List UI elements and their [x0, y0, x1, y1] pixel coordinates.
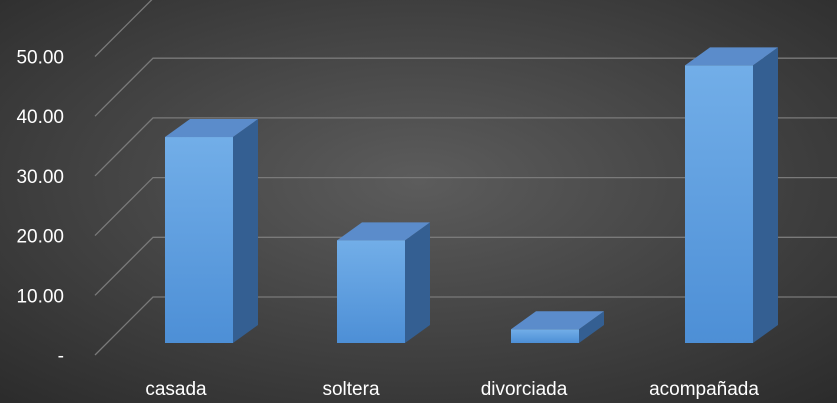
bar-acompañada: [685, 47, 778, 344]
y-axis-ticks: - 10.00 20.00 30.00 40.00 50.00: [16, 48, 64, 368]
gridline: [94, 236, 837, 296]
gridline: [94, 0, 153, 57]
gridline: [94, 176, 837, 237]
bar-front: [685, 65, 753, 344]
bar-soltera: [337, 222, 430, 343]
y-tick-label: -: [58, 346, 64, 367]
bar-side: [753, 47, 778, 344]
x-category-label: casada: [145, 379, 207, 400]
bar-front: [165, 137, 233, 343]
y-tick-label: 20.00: [16, 227, 64, 248]
y-tick-label: 10.00: [16, 286, 64, 307]
bar-side: [579, 311, 604, 343]
bar-casada: [165, 119, 258, 343]
bar-top: [337, 222, 430, 241]
gridline: [94, 117, 837, 177]
y-tick-label: 40.00: [16, 107, 64, 128]
bar-top: [511, 311, 604, 330]
gridline: [94, 296, 837, 356]
y-tick-label: 30.00: [16, 167, 64, 188]
x-category-label: acompañada: [649, 379, 759, 400]
bar-top: [685, 47, 778, 66]
bar-divorciada: [511, 311, 604, 343]
bar-side: [233, 119, 258, 343]
bar-front: [337, 240, 405, 343]
bar-top: [165, 119, 258, 138]
x-category-label: divorciada: [481, 379, 568, 400]
x-category-label: soltera: [322, 379, 379, 400]
bars: [165, 47, 778, 344]
bar-side: [405, 222, 430, 343]
gridline: [94, 57, 837, 117]
bar-front: [511, 329, 579, 343]
x-axis-categories: casada soltera divorciada acompañada: [145, 379, 759, 400]
gridlines: [94, 0, 837, 356]
y-tick-label: 50.00: [16, 48, 64, 69]
